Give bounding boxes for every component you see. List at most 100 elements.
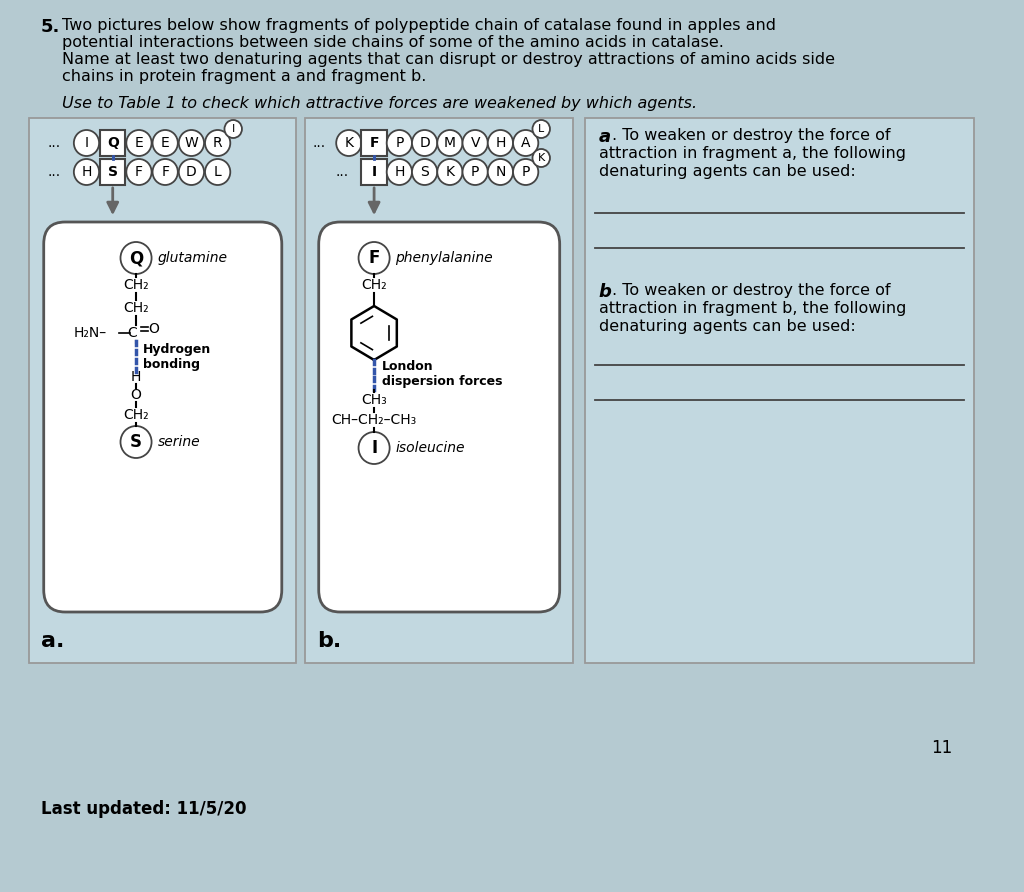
Text: K: K bbox=[344, 136, 353, 150]
Text: Hydrogen: Hydrogen bbox=[142, 343, 211, 356]
Text: P: P bbox=[521, 165, 529, 179]
Text: K: K bbox=[538, 153, 545, 163]
Text: H: H bbox=[394, 165, 404, 179]
Circle shape bbox=[532, 120, 550, 138]
Text: H₂N–: H₂N– bbox=[74, 326, 106, 340]
Text: London: London bbox=[382, 360, 433, 374]
Circle shape bbox=[437, 130, 463, 156]
Text: H: H bbox=[496, 136, 506, 150]
Circle shape bbox=[532, 149, 550, 167]
Circle shape bbox=[179, 159, 204, 185]
Text: Two pictures below show fragments of polypeptide chain of catalase found in appl: Two pictures below show fragments of pol… bbox=[62, 18, 776, 33]
Text: CH–CH₂–CH₃: CH–CH₂–CH₃ bbox=[332, 413, 417, 427]
Text: CH₂: CH₂ bbox=[123, 278, 148, 292]
Text: O: O bbox=[148, 322, 159, 336]
Text: dispersion forces: dispersion forces bbox=[382, 376, 503, 389]
Text: attraction in fragment b, the following: attraction in fragment b, the following bbox=[599, 301, 906, 316]
Circle shape bbox=[358, 432, 390, 464]
Text: b: b bbox=[599, 283, 611, 301]
Circle shape bbox=[126, 159, 152, 185]
Text: R: R bbox=[213, 136, 222, 150]
Text: b.: b. bbox=[316, 631, 341, 651]
Circle shape bbox=[121, 426, 152, 458]
Circle shape bbox=[126, 130, 152, 156]
Text: S: S bbox=[420, 165, 429, 179]
Circle shape bbox=[513, 159, 539, 185]
Text: 11: 11 bbox=[931, 739, 952, 757]
Text: a.: a. bbox=[41, 631, 65, 651]
Text: 5.: 5. bbox=[41, 18, 60, 36]
Text: Use to Table 1 to check which attractive forces are weakened by which agents.: Use to Table 1 to check which attractive… bbox=[62, 96, 697, 111]
Text: Q: Q bbox=[106, 136, 119, 150]
Text: phenylalanine: phenylalanine bbox=[395, 251, 494, 265]
Text: glutamine: glutamine bbox=[158, 251, 227, 265]
Text: . To weaken or destroy the force of: . To weaken or destroy the force of bbox=[612, 128, 891, 143]
Circle shape bbox=[437, 159, 463, 185]
Bar bbox=[100, 130, 125, 156]
Text: CH₂: CH₂ bbox=[361, 278, 387, 292]
Text: I: I bbox=[371, 439, 377, 457]
Text: isoleucine: isoleucine bbox=[395, 441, 465, 455]
Text: I: I bbox=[372, 165, 377, 179]
Text: Last updated: 11/5/20: Last updated: 11/5/20 bbox=[41, 800, 247, 818]
Text: O: O bbox=[131, 388, 141, 402]
Text: F: F bbox=[370, 136, 379, 150]
Text: H: H bbox=[131, 370, 141, 384]
Text: bonding: bonding bbox=[142, 358, 200, 371]
Circle shape bbox=[153, 159, 178, 185]
Bar bbox=[100, 159, 125, 185]
Circle shape bbox=[463, 159, 487, 185]
Bar bbox=[361, 159, 387, 185]
Circle shape bbox=[74, 159, 99, 185]
Text: D: D bbox=[419, 136, 430, 150]
Text: I: I bbox=[231, 124, 234, 134]
Text: V: V bbox=[470, 136, 480, 150]
Bar bbox=[29, 118, 296, 663]
FancyBboxPatch shape bbox=[318, 222, 560, 612]
Text: S: S bbox=[108, 165, 118, 179]
Text: CH₂: CH₂ bbox=[123, 301, 148, 315]
Text: K: K bbox=[445, 165, 455, 179]
Text: L: L bbox=[214, 165, 221, 179]
Circle shape bbox=[153, 130, 178, 156]
Circle shape bbox=[74, 130, 99, 156]
Text: F: F bbox=[161, 165, 169, 179]
Bar bbox=[361, 130, 387, 156]
Text: P: P bbox=[395, 136, 403, 150]
Text: P: P bbox=[471, 165, 479, 179]
Text: CH₂: CH₂ bbox=[123, 408, 148, 422]
Text: F: F bbox=[135, 165, 143, 179]
Circle shape bbox=[336, 130, 361, 156]
Circle shape bbox=[121, 242, 152, 274]
Text: W: W bbox=[184, 136, 199, 150]
Text: S: S bbox=[130, 433, 142, 451]
Circle shape bbox=[412, 159, 437, 185]
Circle shape bbox=[487, 130, 513, 156]
Text: chains in protein fragment a and fragment b.: chains in protein fragment a and fragmen… bbox=[62, 69, 427, 84]
Text: potential interactions between side chains of some of the amino acids in catalas: potential interactions between side chai… bbox=[62, 35, 724, 50]
Circle shape bbox=[358, 242, 390, 274]
Bar bbox=[585, 118, 974, 663]
FancyBboxPatch shape bbox=[44, 222, 282, 612]
Text: I: I bbox=[84, 136, 88, 150]
Text: ...: ... bbox=[312, 136, 326, 150]
Text: denaturing agents can be used:: denaturing agents can be used: bbox=[599, 319, 855, 334]
Text: . To weaken or destroy the force of: . To weaken or destroy the force of bbox=[612, 283, 891, 298]
Circle shape bbox=[205, 159, 230, 185]
Circle shape bbox=[463, 130, 487, 156]
Text: ...: ... bbox=[47, 165, 60, 179]
Bar bbox=[305, 118, 573, 663]
Text: Q: Q bbox=[129, 249, 143, 267]
Text: E: E bbox=[161, 136, 170, 150]
Text: ...: ... bbox=[47, 136, 60, 150]
Circle shape bbox=[513, 130, 539, 156]
Circle shape bbox=[487, 159, 513, 185]
Text: F: F bbox=[369, 249, 380, 267]
Text: E: E bbox=[134, 136, 143, 150]
Circle shape bbox=[224, 120, 242, 138]
Text: M: M bbox=[443, 136, 456, 150]
Circle shape bbox=[387, 159, 412, 185]
Text: attraction in fragment a, the following: attraction in fragment a, the following bbox=[599, 146, 905, 161]
Circle shape bbox=[412, 130, 437, 156]
Circle shape bbox=[179, 130, 204, 156]
